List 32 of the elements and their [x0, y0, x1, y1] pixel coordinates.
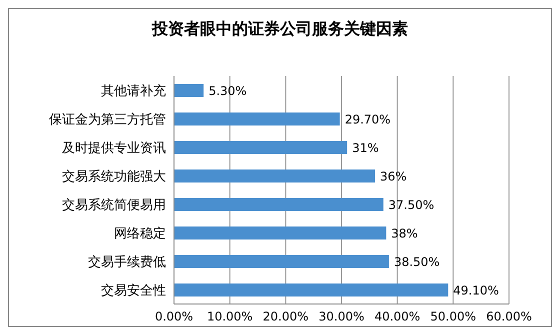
- y-tick-label: 网络稳定: [114, 226, 166, 242]
- y-tick-label: 交易系统功能强大: [62, 168, 166, 184]
- y-tick-label: 交易系统简便易用: [62, 196, 166, 213]
- y-tick-label: 交易安全性: [101, 282, 166, 298]
- data-label: 37.50%: [388, 198, 434, 212]
- y-tick-label: 及时提供专业资讯: [62, 140, 166, 156]
- data-label: 29.70%: [344, 112, 391, 126]
- data-label: 38.50%: [394, 254, 440, 269]
- y-tick-label: 其他请补充: [101, 84, 166, 99]
- y-tick-label: 保证金为第三方托管: [49, 111, 166, 128]
- bar: [174, 112, 340, 126]
- bar: [174, 198, 384, 211]
- bar: [174, 226, 386, 240]
- chart-title: 投资者眼中的证券公司服务关键因素: [150, 18, 409, 40]
- x-tick-label: 0.00%: [154, 310, 194, 324]
- bar: [174, 284, 448, 296]
- data-label: 36%: [380, 169, 407, 184]
- data-label: 31%: [352, 140, 379, 155]
- x-tick-label: 60.00%: [486, 310, 532, 324]
- bar: [174, 84, 204, 97]
- data-label: 49.10%: [453, 283, 499, 298]
- x-tick-label: 10.00%: [206, 310, 253, 324]
- x-tick-label: 50.00%: [430, 310, 476, 324]
- bar: [174, 255, 389, 268]
- x-tick-label: 30.00%: [318, 310, 364, 324]
- x-tick-label: 40.00%: [374, 310, 420, 324]
- x-tick-label: 20.00%: [262, 310, 309, 324]
- data-label: 5.30%: [208, 84, 247, 98]
- bar: [174, 141, 348, 154]
- y-tick-label: 交易手续费低: [88, 254, 166, 270]
- bar: [174, 170, 375, 182]
- data-label: 38%: [391, 226, 418, 240]
